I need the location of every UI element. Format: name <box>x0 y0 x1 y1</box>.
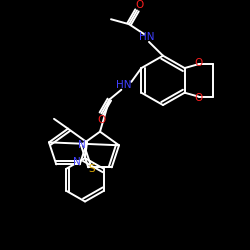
Text: N: N <box>78 140 86 150</box>
Text: O: O <box>194 58 203 68</box>
Text: O: O <box>136 0 144 10</box>
Text: N: N <box>73 158 81 168</box>
Text: O: O <box>97 115 106 125</box>
Text: HN: HN <box>139 32 155 42</box>
Text: HN: HN <box>116 80 131 90</box>
Text: S: S <box>88 164 94 174</box>
Text: O: O <box>194 93 203 103</box>
